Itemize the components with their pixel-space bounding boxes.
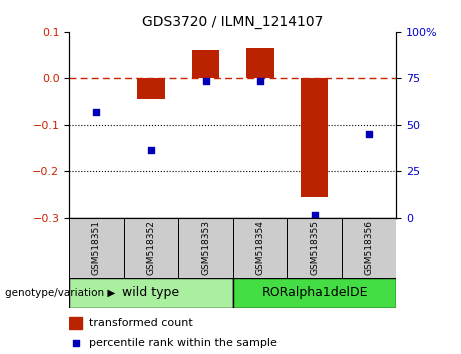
Bar bbox=[178, 218, 233, 278]
Text: GSM518351: GSM518351 bbox=[92, 220, 101, 275]
Text: RORalpha1delDE: RORalpha1delDE bbox=[261, 286, 368, 299]
Bar bbox=[124, 218, 178, 278]
Bar bbox=[69, 218, 124, 278]
Bar bbox=[137, 78, 165, 99]
Point bbox=[148, 148, 155, 153]
Title: GDS3720 / ILMN_1214107: GDS3720 / ILMN_1214107 bbox=[142, 16, 324, 29]
Bar bbox=[233, 278, 396, 308]
Bar bbox=[287, 218, 342, 278]
Text: GSM518353: GSM518353 bbox=[201, 220, 210, 275]
Text: GSM518356: GSM518356 bbox=[365, 220, 374, 275]
Bar bbox=[192, 50, 219, 78]
Text: wild type: wild type bbox=[123, 286, 179, 299]
Text: transformed count: transformed count bbox=[89, 318, 193, 328]
Text: GSM518352: GSM518352 bbox=[147, 220, 155, 275]
Bar bbox=[301, 78, 328, 197]
Text: genotype/variation ▶: genotype/variation ▶ bbox=[5, 288, 115, 298]
Point bbox=[202, 78, 209, 84]
Text: percentile rank within the sample: percentile rank within the sample bbox=[89, 338, 277, 348]
Text: GSM518355: GSM518355 bbox=[310, 220, 319, 275]
Point bbox=[72, 340, 79, 346]
Point bbox=[256, 78, 264, 84]
Point bbox=[93, 109, 100, 115]
Point bbox=[311, 212, 318, 218]
Bar bbox=[247, 48, 274, 78]
Bar bbox=[233, 218, 287, 278]
Bar bbox=[69, 278, 233, 308]
Text: GSM518354: GSM518354 bbox=[255, 220, 265, 275]
Bar bbox=[342, 218, 396, 278]
Bar bbox=[69, 317, 82, 329]
Point bbox=[366, 131, 373, 137]
